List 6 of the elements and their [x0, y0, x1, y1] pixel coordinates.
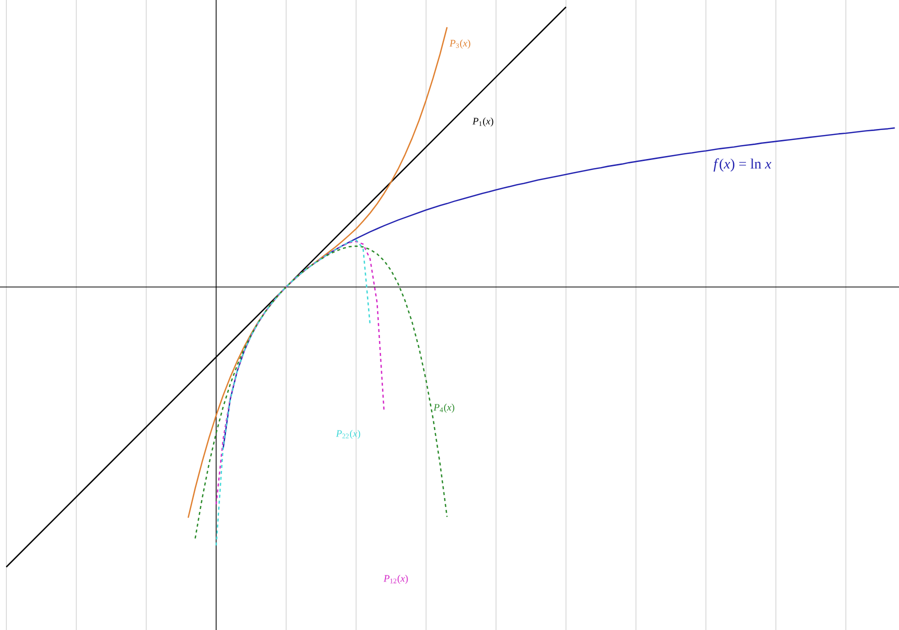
series-label: P$_{1}$(x) — [472, 117, 494, 127]
series-label: P$_{3}$(x) — [450, 40, 470, 49]
text: P$_{12}$(x) — [384, 574, 408, 584]
text: P$_{22}$(x) — [336, 430, 360, 439]
series-label: f(x) = ln x — [714, 158, 772, 172]
series-label: P$_{4}$(x) — [434, 404, 454, 413]
